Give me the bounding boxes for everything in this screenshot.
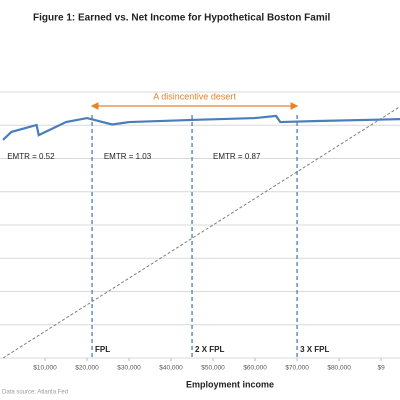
x-tick-label: $70,000 bbox=[285, 365, 309, 372]
emtr-label: EMTR = 0.87 bbox=[213, 152, 261, 161]
x-tick-label: $50,000 bbox=[201, 365, 225, 372]
x-tick-label: $40,000 bbox=[159, 365, 183, 372]
net-income-line bbox=[2, 114, 400, 141]
reference-line bbox=[2, 106, 400, 359]
x-axis-label: Employment income bbox=[186, 379, 274, 389]
threshold-label: 3 X FPL bbox=[300, 345, 329, 354]
threshold-label: FPL bbox=[95, 345, 110, 354]
x-tick-label: $30,000 bbox=[117, 365, 141, 372]
chart-title: Figure 1: Earned vs. Net Income for Hypo… bbox=[33, 13, 330, 24]
arrow-label: A disincentive desert bbox=[153, 91, 236, 101]
x-tick-label: $80,000 bbox=[327, 365, 351, 372]
threshold-label: 2 X FPL bbox=[195, 345, 224, 354]
source: Data source: Atlanta Fed bbox=[2, 390, 68, 396]
x-tick-label: $60,000 bbox=[243, 365, 267, 372]
emtr-label: EMTR = 0.52 bbox=[7, 152, 55, 161]
emtr-label: EMTR = 1.03 bbox=[104, 152, 152, 161]
x-tick-label: $20,000 bbox=[75, 365, 99, 372]
x-tick-label: $10,000 bbox=[33, 365, 57, 372]
x-tick-label: $9 bbox=[377, 365, 385, 372]
